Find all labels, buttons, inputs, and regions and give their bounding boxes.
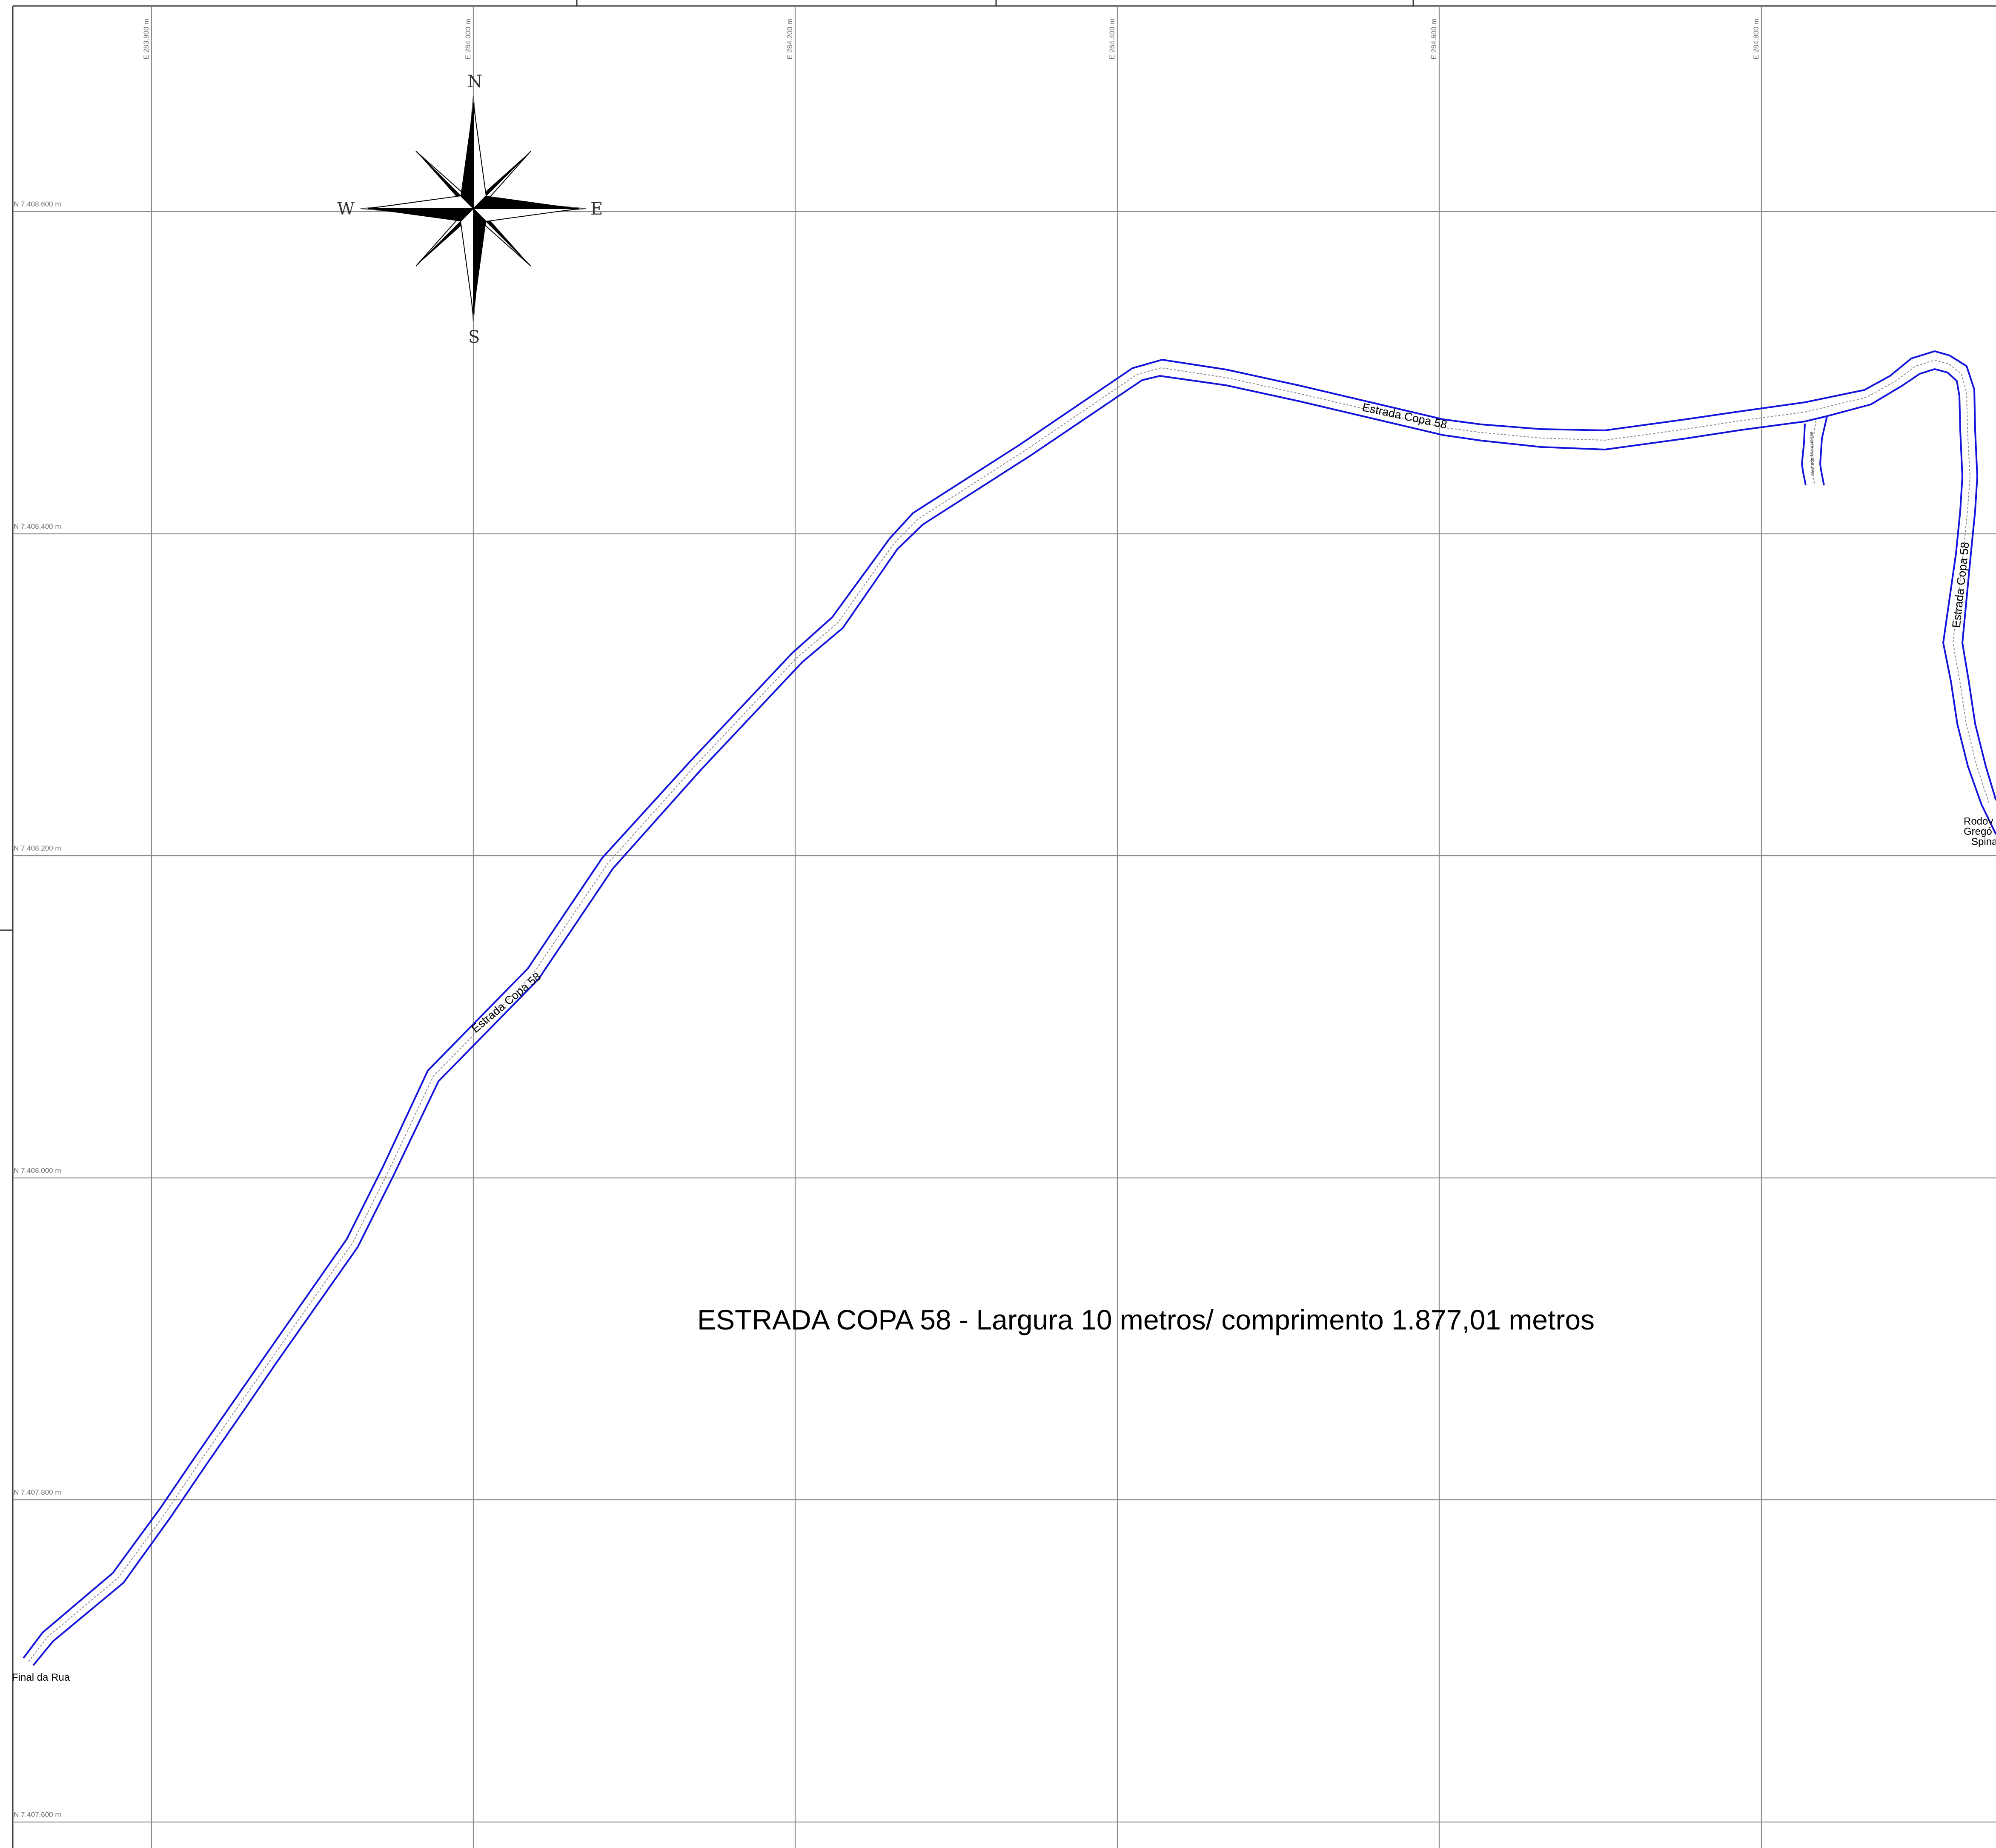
compass-rose-icon: N S E W xyxy=(337,72,603,347)
road-label-diagonal: Estrada Copa 58 xyxy=(469,970,544,1035)
place-label-highway-line3: Spina xyxy=(1971,836,1996,848)
northing-label: N 7.408.200 m xyxy=(14,844,61,852)
northing-label: N 7.408.000 m xyxy=(14,1166,61,1175)
road-centerline xyxy=(28,359,1989,1662)
place-label-highway-line1: Rodov xyxy=(1964,816,1993,827)
map-title: ESTRADA COPA 58 - Largura 10 metros/ com… xyxy=(697,1304,1595,1335)
side-street-centerline xyxy=(1810,420,1816,486)
northing-label: N 7.408.600 m xyxy=(14,200,61,208)
northing-labels: N 7.408.600 m N 7.408.400 m N 7.408.200 … xyxy=(14,200,61,1819)
easting-label: E 284.000 m xyxy=(464,19,472,60)
place-label-highway-line2: Gregó xyxy=(1964,826,1992,837)
side-street-label: Alameda Mangueiras xyxy=(1809,432,1816,476)
side-street-edge-left xyxy=(1801,423,1807,486)
compass-south-label: S xyxy=(468,327,480,347)
compass-north-label: N xyxy=(467,72,482,92)
coordinate-grid xyxy=(13,6,1996,1848)
road-labels: Estrada Copa 58 Estrada Copa 58 Estrada … xyxy=(469,401,1972,1035)
easting-label: E 283.800 m xyxy=(142,19,150,60)
easting-label: E 284.200 m xyxy=(786,19,794,60)
easting-label: E 284.600 m xyxy=(1430,19,1438,60)
easting-label: E 284.400 m xyxy=(1108,19,1116,60)
side-street-edge-right xyxy=(1819,416,1828,486)
compass-west-label: W xyxy=(337,199,355,219)
easting-labels: E 283.800 m E 284.000 m E 284.200 m E 28… xyxy=(142,19,1760,60)
northing-label: N 7.407.800 m xyxy=(14,1488,61,1496)
compass-east-label: E xyxy=(590,199,603,219)
place-labels: Final da Rua Rodov Gregó Spina xyxy=(12,816,1996,1683)
northing-label: N 7.407.600 m xyxy=(14,1811,61,1819)
road-estrada-copa-58 xyxy=(23,350,1996,1666)
northing-label: N 7.408.400 m xyxy=(14,522,61,530)
road-edge-upper xyxy=(23,350,1996,1659)
road-alameda-mangueiras: Alameda Mangueiras xyxy=(1801,416,1828,486)
easting-label: E 284.800 m xyxy=(1752,19,1760,60)
road-edge-lower xyxy=(32,368,1996,1666)
place-label-end-of-road: Final da Rua xyxy=(12,1672,70,1683)
